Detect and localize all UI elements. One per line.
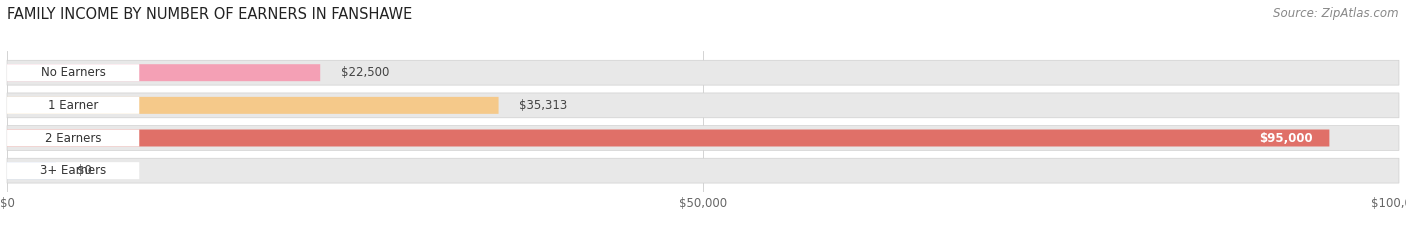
Text: No Earners: No Earners [41, 66, 105, 79]
FancyBboxPatch shape [7, 162, 139, 179]
FancyBboxPatch shape [7, 97, 499, 114]
Text: 3+ Earners: 3+ Earners [39, 164, 107, 177]
Text: 2 Earners: 2 Earners [45, 132, 101, 145]
FancyBboxPatch shape [7, 97, 139, 114]
FancyBboxPatch shape [7, 64, 139, 81]
Text: $35,313: $35,313 [519, 99, 568, 112]
Text: $95,000: $95,000 [1258, 132, 1313, 145]
Text: 1 Earner: 1 Earner [48, 99, 98, 112]
Text: FAMILY INCOME BY NUMBER OF EARNERS IN FANSHAWE: FAMILY INCOME BY NUMBER OF EARNERS IN FA… [7, 7, 412, 22]
Text: $0: $0 [77, 164, 91, 177]
FancyBboxPatch shape [7, 64, 321, 81]
FancyBboxPatch shape [7, 129, 1330, 146]
FancyBboxPatch shape [7, 60, 1399, 85]
FancyBboxPatch shape [7, 126, 1399, 150]
FancyBboxPatch shape [7, 162, 56, 179]
FancyBboxPatch shape [7, 129, 139, 146]
FancyBboxPatch shape [7, 158, 1399, 183]
FancyBboxPatch shape [7, 93, 1399, 118]
Text: Source: ZipAtlas.com: Source: ZipAtlas.com [1274, 7, 1399, 20]
Text: $22,500: $22,500 [342, 66, 389, 79]
